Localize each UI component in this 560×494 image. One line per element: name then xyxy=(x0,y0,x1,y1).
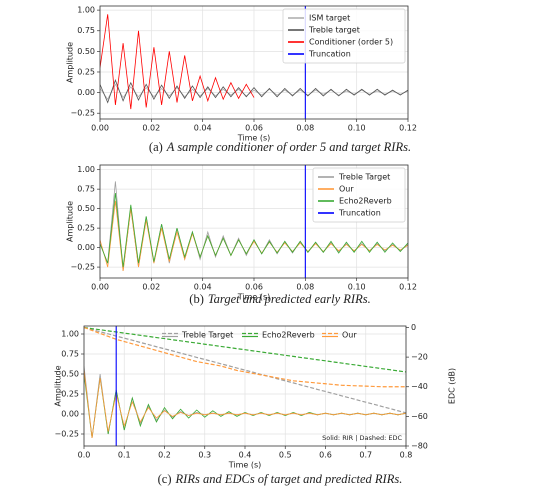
plot-frame xyxy=(99,5,409,120)
legend-label: Echo2Reverb xyxy=(262,331,315,340)
y-tick-label: −0.25 xyxy=(54,430,79,439)
x-tick-label: 0.08 xyxy=(296,283,314,292)
y2-tick-label: −60 xyxy=(411,412,428,421)
plot-frame xyxy=(99,164,409,279)
y-tick-label: 0.50 xyxy=(61,370,79,379)
x-tick-label: 0.2 xyxy=(158,451,171,460)
caption: (a) A sample conditioner of order 5 and t… xyxy=(149,140,411,154)
legend-label: Truncation xyxy=(338,209,381,218)
caption-label: (b) xyxy=(189,292,204,306)
y-tick-label: 0.50 xyxy=(77,47,95,56)
x-tick-label: 0.12 xyxy=(399,124,417,133)
caption: (c) RIRs and EDCs of target and predicted… xyxy=(158,472,403,486)
plot-lines xyxy=(100,165,408,278)
x-tick-label: 0.8 xyxy=(400,451,413,460)
y-tick-label: 0.75 xyxy=(77,26,95,35)
legend-label: Our xyxy=(339,185,354,194)
legend-label: ISM target xyxy=(309,14,350,23)
y-tick-label: 1.00 xyxy=(61,330,79,339)
x-tick-label: 0.1 xyxy=(118,451,131,460)
caption: (b) Target and predicted early RIRs. xyxy=(189,292,370,306)
x-tick-label: 0.4 xyxy=(239,451,252,460)
y-tick-label: 0.75 xyxy=(77,185,95,194)
x-tick-label: 0.6 xyxy=(319,451,332,460)
edc-line xyxy=(84,326,406,414)
x-tick-label: 0.10 xyxy=(348,124,366,133)
x-tick-label: 0.7 xyxy=(359,451,372,460)
y-tick-label: 0.00 xyxy=(77,88,95,97)
caption-label: (c) xyxy=(158,472,172,486)
rir-line xyxy=(100,79,408,104)
legend-box xyxy=(282,8,406,64)
annotation: Solid: RIR | Dashed: EDC xyxy=(322,434,402,442)
caption-text: A sample conditioner of order 5 and targ… xyxy=(166,140,411,154)
x-tick-label: 0.04 xyxy=(194,124,212,133)
plot-lines xyxy=(84,326,406,446)
x-tick-label: 0.00 xyxy=(91,124,109,133)
legend-label: Echo2Reverb xyxy=(339,197,392,206)
legend-label: Treble Target xyxy=(338,173,390,182)
x-tick-label: 0.02 xyxy=(142,283,160,292)
x-tick-label: 0.02 xyxy=(142,124,160,133)
y-tick-label: 0.50 xyxy=(77,204,95,213)
y-tick-label: 0.75 xyxy=(61,350,79,359)
legend-label: Treble Target xyxy=(181,331,233,340)
edc-line xyxy=(84,326,406,373)
y-axis-label: Amplitude xyxy=(66,42,75,83)
legend-label: Treble target xyxy=(308,26,360,35)
caption-label: (a) xyxy=(149,140,163,154)
caption-text: Target and predicted early RIRs. xyxy=(208,292,371,306)
y2-axis-label: EDC (dB) xyxy=(448,368,457,404)
y-tick-label: 0.25 xyxy=(77,67,95,76)
legend-label: Truncation xyxy=(308,50,351,59)
y-tick-label: 0.25 xyxy=(77,224,95,233)
x-tick-label: 0.0 xyxy=(78,451,91,460)
x-tick-label: 0.00 xyxy=(91,283,109,292)
y-axis-label: Amplitude xyxy=(66,201,75,242)
y-tick-label: 0.00 xyxy=(61,410,79,419)
y-tick-label: −0.25 xyxy=(70,109,95,118)
y2-tick-label: −20 xyxy=(411,353,428,362)
y2-tick-label: −40 xyxy=(411,382,428,391)
rir-line xyxy=(100,14,255,110)
edc-line xyxy=(84,326,406,388)
x-tick-label: 0.12 xyxy=(399,283,417,292)
y-tick-label: 0.25 xyxy=(61,390,79,399)
legend-label: Our xyxy=(342,331,357,340)
x-tick-label: 0.5 xyxy=(279,451,292,460)
x-tick-label: 0.3 xyxy=(198,451,211,460)
x-tick-label: 0.10 xyxy=(348,283,366,292)
y-tick-label: 1.00 xyxy=(77,165,95,174)
caption-text: RIRs and EDCs of target and predicted RI… xyxy=(175,472,403,486)
rir-line xyxy=(84,369,406,439)
y-tick-label: −0.25 xyxy=(70,263,95,272)
rir-line xyxy=(100,193,408,268)
legend-label: Conditioner (order 5) xyxy=(309,38,393,47)
y2-tick-label: 0 xyxy=(411,323,416,332)
x-tick-label: 0.04 xyxy=(194,283,212,292)
x-tick-label: 0.06 xyxy=(245,283,263,292)
y-axis-label: Amplitude xyxy=(54,365,63,406)
plot-frame xyxy=(83,325,407,447)
x-axis-label: Time (s) xyxy=(228,461,262,470)
x-axis-label: Time (s) xyxy=(237,293,271,302)
legend-box xyxy=(312,167,406,223)
y-tick-label: 1.00 xyxy=(77,6,95,15)
x-axis-label: Time (s) xyxy=(237,134,271,143)
x-tick-label: 0.06 xyxy=(245,124,263,133)
x-tick-label: 0.08 xyxy=(296,124,314,133)
y2-tick-label: −80 xyxy=(411,442,428,451)
y-tick-label: 0.00 xyxy=(77,243,95,252)
